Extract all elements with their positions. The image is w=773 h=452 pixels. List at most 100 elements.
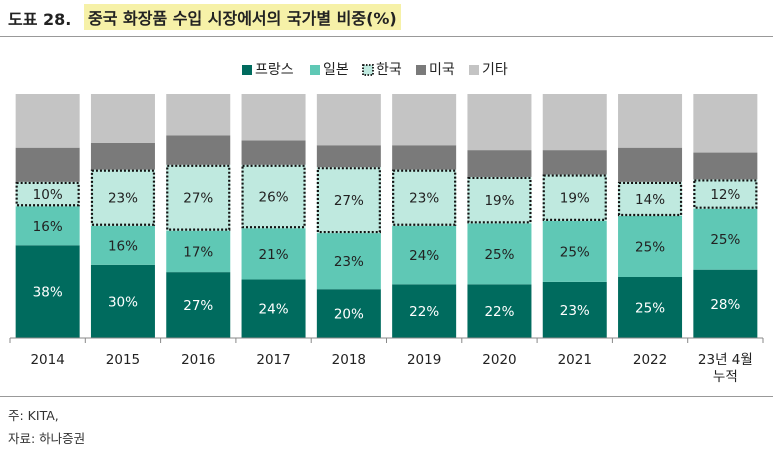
bar-segment-usa bbox=[618, 147, 683, 182]
bar-segment-korea bbox=[15, 181, 80, 207]
data-label-korea: 23% bbox=[108, 191, 138, 207]
data-label-japan: 24% bbox=[409, 248, 439, 264]
x-tick-label: 누적 bbox=[713, 369, 738, 385]
bar-segment-korea bbox=[392, 169, 457, 226]
bar-segment-usa bbox=[166, 135, 231, 165]
bar-segment-outline-korea bbox=[241, 164, 306, 229]
data-label-korea: 27% bbox=[334, 193, 364, 209]
bar-segment-outline-korea bbox=[316, 167, 381, 234]
data-label-japan: 25% bbox=[635, 240, 665, 256]
data-label-france: 28% bbox=[710, 297, 740, 313]
bar-segment-usa bbox=[15, 147, 80, 182]
legend-label-japan: 일본 bbox=[323, 62, 349, 78]
x-tick-label: 2017 bbox=[256, 352, 290, 368]
bar-segment-usa bbox=[542, 150, 607, 175]
legend-swatch-other bbox=[469, 65, 479, 75]
bar-segment-other bbox=[90, 94, 155, 143]
data-label-france: 25% bbox=[635, 301, 665, 317]
data-label-france: 38% bbox=[33, 285, 63, 301]
legend-label-usa: 미국 bbox=[429, 62, 455, 78]
bar-segment-france bbox=[316, 289, 381, 338]
bar-segment-france bbox=[693, 269, 758, 338]
bar-segment-japan bbox=[15, 206, 80, 246]
legend-swatch-japan bbox=[310, 65, 320, 75]
bar-segment-other bbox=[542, 94, 607, 151]
legend-swatch-korea bbox=[362, 64, 374, 76]
bar-segment-france bbox=[392, 284, 457, 338]
stacked-bar-chart: 프랑스 일본 한국 미국 기타 38% 16% 10% 2014 30% 16% 23% 2015 27%… bbox=[9, 62, 764, 385]
bar-segment-other bbox=[467, 94, 532, 151]
data-label-japan: 21% bbox=[259, 247, 289, 263]
legend-label-korea: 한국 bbox=[376, 62, 402, 78]
bar-segment-usa bbox=[392, 145, 457, 170]
data-label-korea: 19% bbox=[560, 191, 590, 207]
x-tick-label: 2016 bbox=[181, 352, 215, 368]
x-tick-label: 2018 bbox=[332, 352, 366, 368]
bar-segment-korea bbox=[166, 164, 231, 231]
bar-segment-usa bbox=[241, 140, 306, 165]
data-label-korea: 10% bbox=[33, 187, 63, 203]
figure-header: 도표 28. 중국 화장품 수입 시장에서의 국가별 비중(%) bbox=[0, 0, 773, 37]
bar-segment-other bbox=[392, 94, 457, 146]
x-tick-label: 23년 4월 bbox=[698, 352, 753, 368]
bar-segment-japan bbox=[90, 225, 155, 265]
bar-segment-japan bbox=[392, 225, 457, 285]
data-label-japan: 25% bbox=[710, 232, 740, 248]
bar-segment-other bbox=[618, 94, 683, 148]
bar-segment-japan bbox=[693, 208, 758, 270]
data-label-korea: 26% bbox=[259, 189, 289, 205]
bar-segment-france bbox=[241, 279, 306, 338]
bar-segment-korea bbox=[90, 169, 155, 226]
data-label-france: 24% bbox=[259, 302, 289, 318]
chart-note: 주: KITA, bbox=[8, 408, 59, 423]
bar-segment-france bbox=[467, 284, 532, 338]
bar-segment-outline-korea bbox=[90, 169, 156, 226]
data-label-korea: 14% bbox=[635, 192, 665, 208]
x-tick-label: 2014 bbox=[30, 352, 64, 368]
bar-segment-other bbox=[15, 94, 80, 148]
figure-title: 중국 화장품 수입 시장에서의 국가별 비중(%) bbox=[84, 4, 401, 30]
data-label-france: 22% bbox=[484, 304, 514, 320]
bar-segment-other bbox=[693, 94, 758, 153]
bar-segment-japan bbox=[166, 230, 231, 273]
data-label-korea: 12% bbox=[710, 187, 740, 203]
bar-segment-outline-korea bbox=[467, 176, 532, 224]
data-label-japan: 25% bbox=[560, 244, 590, 260]
bar-segment-korea bbox=[618, 181, 683, 216]
bar-segment-usa bbox=[90, 142, 155, 170]
bar-segment-france bbox=[166, 272, 231, 338]
x-tick-label: 2021 bbox=[558, 352, 592, 368]
x-tick-label: 2015 bbox=[106, 352, 140, 368]
data-label-france: 27% bbox=[183, 298, 213, 314]
bar-segment-outline-korea bbox=[392, 169, 457, 226]
data-label-korea: 23% bbox=[409, 191, 439, 207]
data-label-france: 20% bbox=[334, 307, 364, 323]
data-label-france: 22% bbox=[409, 304, 439, 320]
bar-segment-other bbox=[241, 94, 306, 141]
bar-segment-france bbox=[90, 264, 155, 338]
bar-segment-usa bbox=[316, 145, 381, 168]
bar-segment-korea bbox=[241, 164, 306, 229]
bar-segment-japan bbox=[542, 220, 607, 282]
data-label-france: 23% bbox=[560, 303, 590, 319]
data-label-japan: 25% bbox=[484, 247, 514, 263]
bar-segment-other bbox=[166, 94, 231, 136]
bar-segment-japan bbox=[467, 223, 532, 285]
bar-segment-outline-korea bbox=[617, 181, 683, 217]
bar-segment-outline-korea bbox=[693, 179, 758, 209]
legend-label-france: 프랑스 bbox=[255, 62, 294, 78]
bar-segment-japan bbox=[618, 216, 683, 277]
data-label-korea: 27% bbox=[183, 191, 213, 207]
data-label-japan: 16% bbox=[33, 219, 63, 235]
legend-swatch-france bbox=[242, 65, 252, 75]
bar-segment-france bbox=[542, 281, 607, 338]
figure-footer-rule bbox=[0, 396, 773, 397]
data-label-korea: 19% bbox=[484, 193, 514, 209]
chart-source: 자료: 하나증권 bbox=[8, 431, 86, 446]
bar-segment-other bbox=[316, 94, 381, 146]
bar-segment-korea bbox=[693, 179, 758, 209]
bar-segment-japan bbox=[241, 228, 306, 280]
bar-segment-outline-korea bbox=[166, 164, 231, 231]
x-tick-label: 2022 bbox=[633, 352, 667, 368]
data-label-france: 30% bbox=[108, 294, 138, 310]
